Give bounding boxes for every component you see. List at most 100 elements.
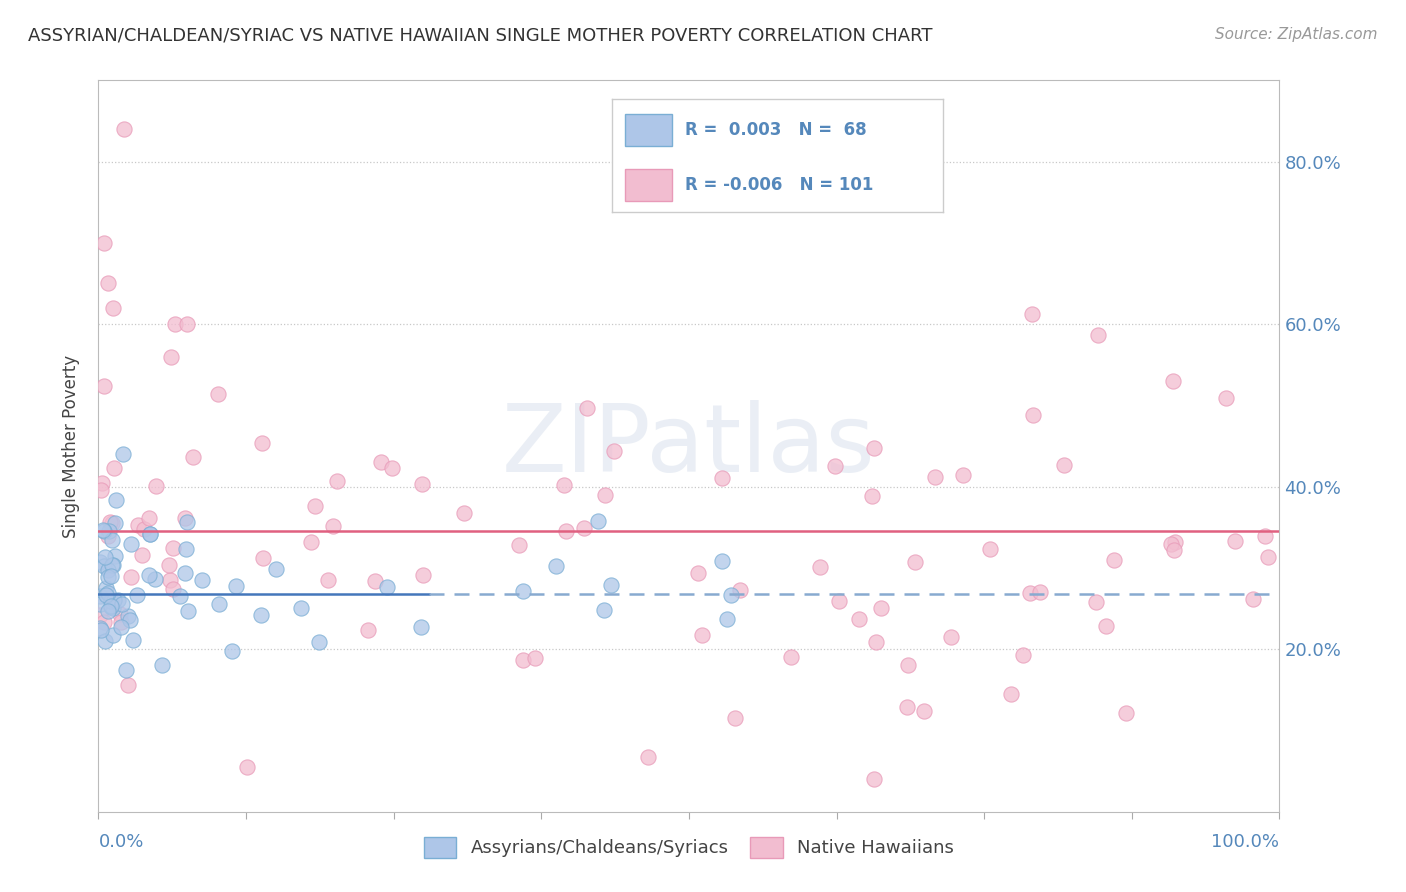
Point [93, 524, 115, 539]
Point [576, 401, 599, 415]
Point [91, 476, 114, 491]
Point [322, 518, 344, 533]
Point [131, 548, 153, 562]
Point [1053, 458, 1076, 472]
Point [381, 460, 404, 475]
Point [150, 657, 173, 672]
Point [134, 522, 156, 536]
Point [555, 524, 578, 538]
Point [107, 593, 129, 607]
Point [939, 630, 962, 644]
Point [117, 609, 139, 624]
Y-axis label: Single Mother Poverty: Single Mother Poverty [62, 354, 80, 538]
Point [94, 581, 117, 595]
Point [326, 474, 349, 488]
Point [1087, 328, 1109, 343]
Point [1019, 585, 1042, 599]
Point [544, 559, 567, 574]
Point [93, 615, 115, 629]
Point [174, 542, 197, 557]
Point [711, 471, 734, 485]
Point [111, 447, 134, 461]
Point [174, 566, 197, 580]
Point [411, 476, 433, 491]
Point [896, 700, 918, 714]
Point [103, 600, 125, 615]
Text: 100.0%: 100.0% [1212, 833, 1279, 851]
Point [290, 601, 312, 615]
Point [101, 533, 124, 547]
Point [553, 478, 575, 492]
Point [96, 588, 118, 602]
Text: Source: ZipAtlas.com: Source: ZipAtlas.com [1215, 27, 1378, 42]
Point [524, 651, 547, 665]
Point [100, 599, 122, 614]
Point [208, 597, 231, 611]
Point [100, 516, 122, 531]
Point [103, 461, 125, 475]
Point [173, 511, 195, 525]
Point [191, 573, 214, 587]
Point [364, 574, 387, 589]
Point [160, 350, 183, 364]
Point [138, 526, 160, 541]
Point [100, 594, 122, 608]
Point [93, 235, 115, 250]
Point [176, 516, 198, 530]
Point [1000, 687, 1022, 701]
Point [138, 510, 160, 524]
Point [593, 603, 616, 617]
Point [181, 450, 204, 464]
Point [411, 620, 433, 634]
Point [103, 593, 125, 607]
Point [97, 570, 120, 584]
Point [508, 537, 530, 551]
Point [512, 653, 534, 667]
Point [90, 623, 112, 637]
Point [1104, 553, 1126, 567]
Point [89, 556, 111, 570]
Point [264, 562, 287, 576]
Point [145, 479, 167, 493]
Point [94, 549, 117, 564]
Point [1021, 408, 1043, 422]
Point [924, 470, 946, 484]
Point [117, 678, 139, 692]
Point [862, 772, 884, 787]
Point [1021, 308, 1043, 322]
Point [688, 566, 710, 581]
Point [357, 623, 380, 637]
Point [1253, 529, 1275, 543]
Point [870, 600, 893, 615]
Point [100, 569, 122, 583]
Point [101, 628, 124, 642]
Point [1115, 706, 1137, 721]
Point [120, 569, 142, 583]
Point [370, 455, 392, 469]
Point [637, 750, 659, 764]
Point [97, 563, 120, 577]
Point [1223, 533, 1246, 548]
Point [120, 537, 142, 551]
Point [912, 705, 935, 719]
Point [304, 499, 326, 513]
Point [101, 558, 124, 573]
Point [127, 518, 149, 533]
Point [603, 443, 626, 458]
Point [808, 559, 831, 574]
Point [97, 524, 120, 539]
Point [169, 590, 191, 604]
Point [716, 612, 738, 626]
Text: ZIPatlas: ZIPatlas [502, 400, 876, 492]
Point [375, 580, 398, 594]
Point [1084, 595, 1107, 609]
Point [865, 635, 887, 649]
Point [828, 594, 851, 608]
Point [574, 521, 596, 535]
Point [1012, 648, 1035, 662]
Point [225, 579, 247, 593]
Point [111, 598, 134, 612]
Point [94, 633, 117, 648]
Point [104, 549, 127, 563]
Point [412, 567, 434, 582]
